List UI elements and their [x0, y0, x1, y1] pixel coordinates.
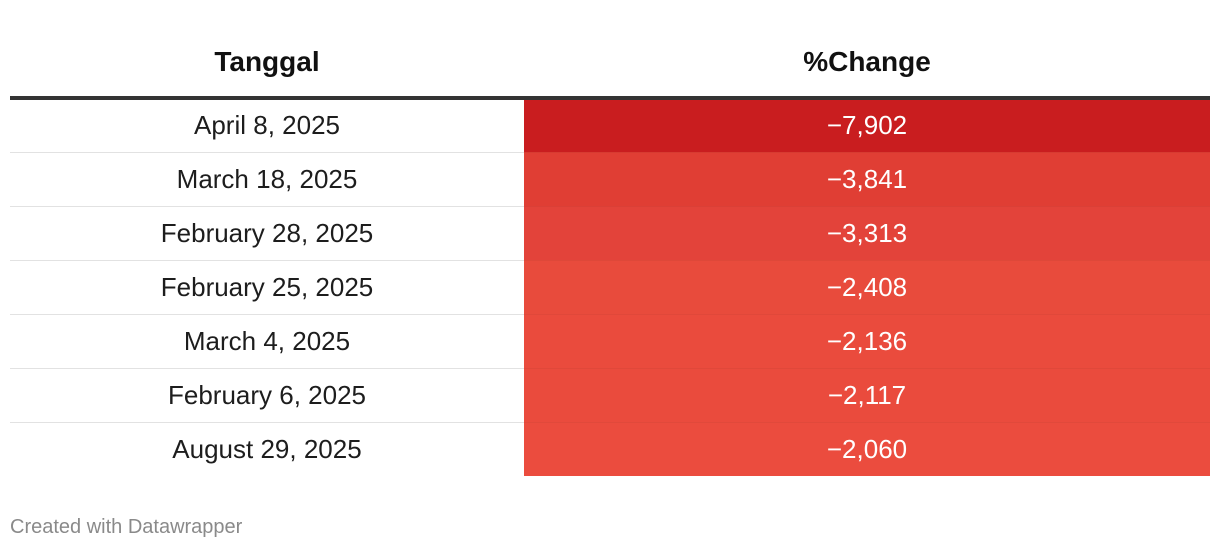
date-cell: February 28, 2025: [10, 206, 524, 261]
table-row: February 6, 2025 −2,117: [10, 368, 1210, 423]
change-value-cell: −7,902: [524, 98, 1210, 153]
table-row: March 18, 2025 −3,841: [10, 152, 1210, 207]
date-cell: February 6, 2025: [10, 368, 524, 423]
date-cell: March 4, 2025: [10, 314, 524, 369]
date-cell: April 8, 2025: [10, 98, 524, 153]
date-cell: February 25, 2025: [10, 260, 524, 315]
table-row: March 4, 2025 −2,136: [10, 314, 1210, 369]
change-value-cell: −2,060: [524, 422, 1210, 476]
table-body: April 8, 2025 −7,902 March 18, 2025 −3,841 F…: [10, 98, 1210, 476]
date-cell: March 18, 2025: [10, 152, 524, 207]
change-value-cell: −2,136: [524, 314, 1210, 369]
column-header-date[interactable]: Tanggal: [10, 0, 524, 100]
change-value-cell: −3,841: [524, 152, 1210, 207]
credit-line: Created with Datawrapper: [10, 516, 243, 538]
table-row: February 28, 2025 −3,313: [10, 206, 1210, 261]
table-row: February 25, 2025 −2,408: [10, 260, 1210, 315]
table-header-row: Tanggal %Change: [10, 0, 1210, 100]
table-row: April 8, 2025 −7,902: [10, 98, 1210, 153]
data-table: Tanggal %Change April 8, 2025 −7,902 March…: [10, 0, 1210, 476]
date-cell: August 29, 2025: [172, 433, 362, 464]
change-value-cell: −3,313: [524, 206, 1210, 261]
change-value-cell: −2,408: [524, 260, 1210, 315]
table-row: August 29, 2025 −2,060: [10, 422, 1210, 476]
change-value-cell: −2,117: [524, 368, 1210, 423]
column-header-change[interactable]: %Change: [524, 0, 1210, 100]
data-table-container: Tanggal %Change April 8, 2025 −7,902 March…: [10, 0, 1210, 476]
